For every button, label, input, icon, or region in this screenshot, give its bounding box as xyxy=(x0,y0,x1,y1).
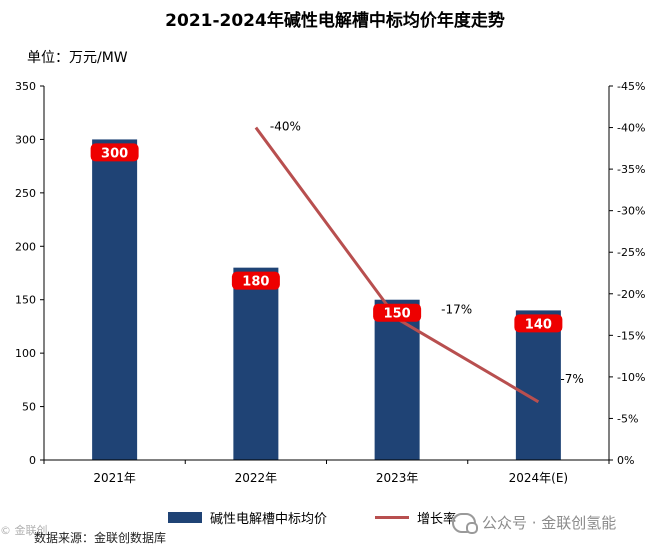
growth-rate-label: -17% xyxy=(441,303,472,317)
left-tick-label: 300 xyxy=(15,133,36,146)
bar-value-badge xyxy=(514,314,563,333)
corner-watermark: © 金联创 xyxy=(0,524,48,537)
right-tick-label: -45% xyxy=(617,80,645,93)
right-tick-label: -5% xyxy=(617,412,638,425)
left-tick-label: 50 xyxy=(22,401,36,414)
bar-value-badge xyxy=(231,271,280,290)
x-tick-label: 2023年 xyxy=(376,471,419,485)
chart-title: 2021-2024年碱性电解槽中标均价年度走势 xyxy=(165,11,505,31)
legend: 碱性电解槽中标均价 增长率 xyxy=(168,508,456,527)
left-axis: 0 50 100 150 200 250 300 350 xyxy=(15,80,45,467)
legend-label-line: 增长率 xyxy=(417,512,457,527)
left-tick-label: 250 xyxy=(15,187,36,200)
x-axis: 2021年 2022年 2023年 2024年(E) xyxy=(43,459,610,485)
growth-rate-label: -7% xyxy=(560,372,583,386)
bar-value-label: 150 xyxy=(384,307,411,322)
bar xyxy=(233,267,279,460)
left-tick-label: 350 xyxy=(15,80,36,93)
legend-label-bar: 碱性电解槽中标均价 xyxy=(210,512,328,527)
right-axis: 0% -5% -10% -15% -20% -25% -30% -35% -40% -45% xyxy=(608,80,645,467)
x-tick-label: 2022年 xyxy=(235,471,278,485)
right-tick-label: 0% xyxy=(617,454,634,467)
x-tick-label: 2024年(E) xyxy=(509,471,569,485)
growth-rate-label: -40% xyxy=(270,120,301,134)
right-tick-label: -10% xyxy=(617,371,645,384)
left-tick-label: 200 xyxy=(15,240,36,253)
data-labels: 300 180 150 140 -40% -17% -7% xyxy=(90,120,584,386)
data-source: 数据来源：金联创数据库 xyxy=(34,531,167,545)
bar-value-badge xyxy=(90,143,139,162)
watermark: 公众号 · 金联创氢能 xyxy=(452,512,617,534)
right-tick-label: -25% xyxy=(617,246,645,259)
left-tick-label: 0 xyxy=(29,454,36,467)
bar-value-label: 300 xyxy=(101,146,128,161)
right-tick-label: -35% xyxy=(617,163,645,176)
left-tick-label: 100 xyxy=(15,347,36,360)
x-tick-label: 2021年 xyxy=(93,471,136,485)
legend-swatch-line xyxy=(375,516,410,519)
left-tick-label: 150 xyxy=(15,294,36,307)
watermark-text: 公众号 · 金联创氢能 xyxy=(482,514,617,532)
right-tick-label: -40% xyxy=(617,122,645,135)
bar xyxy=(515,310,561,460)
bar-value-label: 180 xyxy=(242,275,269,290)
bar-value-label: 140 xyxy=(525,317,552,332)
bar-value-badge xyxy=(373,303,422,322)
bar-series xyxy=(92,139,561,460)
unit-label: 单位：万元/MW xyxy=(27,50,128,66)
right-tick-label: -15% xyxy=(617,329,645,342)
wechat-icon xyxy=(452,512,478,534)
bar xyxy=(374,299,420,460)
legend-swatch-bar xyxy=(168,512,202,523)
bar xyxy=(92,139,138,460)
right-tick-label: -30% xyxy=(617,205,645,218)
right-tick-label: -20% xyxy=(617,288,645,301)
